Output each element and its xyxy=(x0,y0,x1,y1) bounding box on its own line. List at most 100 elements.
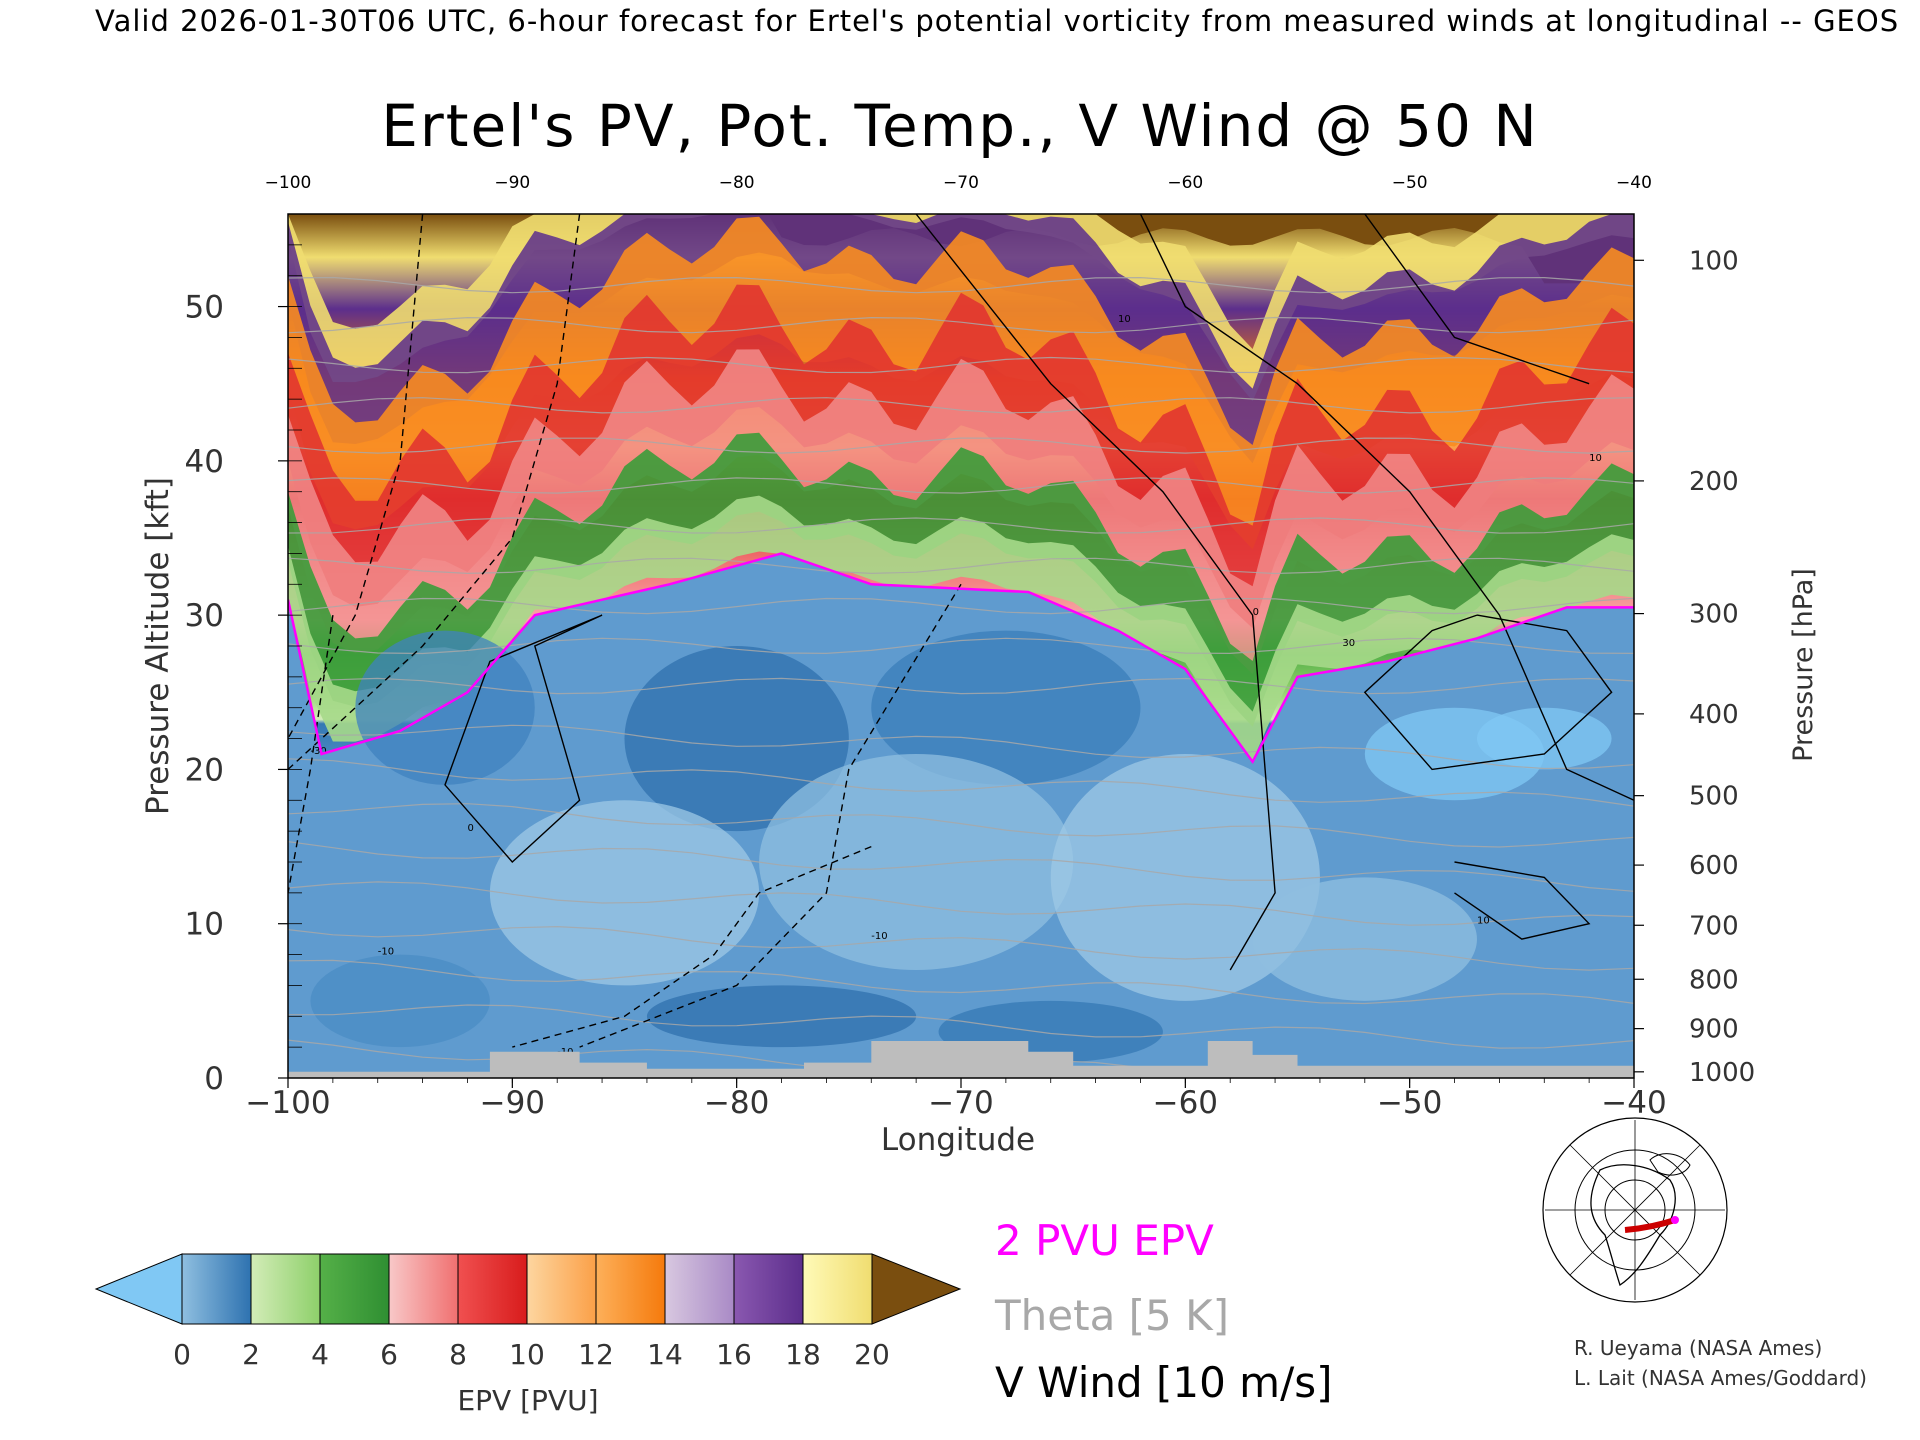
y-tick-label: 40 xyxy=(185,444,224,480)
colorbar-tick-label: 12 xyxy=(578,1338,614,1371)
x-top-tick-label: −60 xyxy=(1167,173,1203,193)
x-top-tick-label: −70 xyxy=(943,173,979,193)
y-tick-label: 20 xyxy=(185,752,224,788)
pressure-tick-label: 100 xyxy=(1689,246,1739,276)
y-tick-label: 10 xyxy=(185,907,224,943)
x-tick-label: −90 xyxy=(480,1085,545,1121)
theta-contour xyxy=(288,557,1634,575)
colorbar-band xyxy=(457,1253,528,1325)
epv-patch xyxy=(646,985,917,1048)
colorbar-tick-label: 2 xyxy=(242,1338,260,1371)
pressure-tick-label: 300 xyxy=(1689,600,1739,630)
v-wind-contour xyxy=(288,214,424,739)
legend-theta: Theta [5 K] xyxy=(994,1291,1229,1340)
colorbar-tick-label: 8 xyxy=(449,1338,467,1371)
theta-contour xyxy=(288,925,1634,971)
colorbar-over-arrow xyxy=(871,1253,962,1325)
colorbar-tick-label: 4 xyxy=(311,1338,329,1371)
terrain-mask xyxy=(288,1041,1634,1078)
pressure-tick-label: 800 xyxy=(1689,965,1739,995)
theta-contour xyxy=(288,316,1634,334)
colorbar-band xyxy=(388,1253,459,1325)
v-wind-label: 10 xyxy=(1589,453,1602,464)
x-top-tick-label: −100 xyxy=(265,173,312,193)
pvu2-tropopause-line xyxy=(288,552,1634,765)
colorbar-band xyxy=(595,1253,666,1325)
v-wind-label: 10 xyxy=(1477,916,1490,927)
colorbar-tick-label: 6 xyxy=(380,1338,398,1371)
v-wind-label: 0 xyxy=(1253,607,1259,618)
theta-contour xyxy=(288,724,1634,770)
v-wind-label: -10 xyxy=(871,931,887,942)
x-tick-label: −60 xyxy=(1153,1085,1218,1121)
v-wind-label: -10 xyxy=(378,947,394,958)
colorbar-band xyxy=(664,1253,735,1325)
pressure-tick-label: 900 xyxy=(1689,1015,1739,1045)
theta-contour xyxy=(288,397,1634,414)
valid-time-header: Valid 2026-01-30T06 UTC, 6-hour forecast… xyxy=(95,4,1900,38)
theta-contour xyxy=(288,477,1634,494)
x-tick-label: −70 xyxy=(928,1085,993,1121)
colorbar-tick-label: 10 xyxy=(509,1338,545,1371)
colorbar-tick-label: 20 xyxy=(854,1338,890,1371)
y-tick-label: 50 xyxy=(185,290,224,326)
v-wind-contour xyxy=(288,214,581,770)
epv-patch xyxy=(759,754,1074,970)
pressure-tick-label: 500 xyxy=(1689,782,1739,812)
x-tick-label: −80 xyxy=(704,1085,769,1121)
x-tick-label: −50 xyxy=(1377,1085,1442,1121)
y-axis-label: Pressure Altitude [kft] xyxy=(140,477,176,815)
epv-patch xyxy=(355,630,535,785)
x-tick-label: −40 xyxy=(1601,1085,1666,1121)
theta-contour xyxy=(288,637,1634,655)
pressure-axis: 100 200 300 400 500 600 700 800 900 1000 xyxy=(1634,246,1755,1088)
v-wind-label: -30 xyxy=(310,746,326,757)
colorbar-band xyxy=(181,1253,252,1325)
colorbar-tick-label: 18 xyxy=(785,1338,821,1371)
colorbar-tick-label: 14 xyxy=(647,1338,683,1371)
x-top-tick-label: −40 xyxy=(1616,173,1652,193)
colorbar-band xyxy=(733,1253,804,1325)
theta-contour xyxy=(288,841,1634,892)
colorbar-tick-label: 0 xyxy=(173,1338,191,1371)
epv-patch xyxy=(310,954,490,1048)
epv-patch xyxy=(489,800,760,986)
epv-patch xyxy=(871,630,1141,785)
x-top-tick-label: −50 xyxy=(1392,173,1428,193)
theta-contour xyxy=(288,1004,1634,1049)
theta-contour xyxy=(288,517,1634,534)
v-wind-contour xyxy=(1363,614,1613,771)
v-wind-contour xyxy=(1139,214,1634,801)
colorbar-tick-label: 16 xyxy=(716,1338,752,1371)
epv-colorbar: 0 2 4 6 8 10 12 14 16 18 20 xyxy=(94,1253,962,1371)
chart-title: Ertel's PV, Pot. Temp., V Wind @ 50 N xyxy=(381,92,1539,160)
v-wind-contour xyxy=(288,614,334,894)
y-tick-label: 0 xyxy=(204,1061,224,1097)
y-tick-label: 30 xyxy=(185,598,224,634)
theta-contour xyxy=(288,677,1634,695)
epv-patch xyxy=(624,646,849,832)
colorbar-band xyxy=(250,1253,321,1325)
colorbar-band xyxy=(319,1253,390,1325)
epv-patch xyxy=(1252,877,1477,1001)
pressure-tick-label: 200 xyxy=(1689,467,1739,497)
colorbar-label: EPV [PVU] xyxy=(457,1384,598,1417)
x-axis-top: −100 −90 −80 −70 −60 −50 −40 xyxy=(265,173,1652,193)
colorbar-band xyxy=(526,1253,597,1325)
pressure-tick-label: 1000 xyxy=(1689,1058,1755,1088)
credit-line-1: R. Ueyama (NASA Ames) xyxy=(1574,1336,1822,1360)
credit-line-2: L. Lait (NASA Ames/Goddard) xyxy=(1574,1366,1867,1390)
v-wind-contour xyxy=(915,214,1276,971)
v-wind-contour xyxy=(1364,214,1590,385)
legend-2pvu: 2 PVU EPV xyxy=(995,1216,1214,1265)
pressure-tick-label: 600 xyxy=(1689,851,1739,881)
colorbar-under-arrow xyxy=(94,1253,183,1325)
v-wind-label: 10 xyxy=(1118,314,1131,325)
v-wind-contour xyxy=(579,583,962,1048)
v-wind-contour xyxy=(444,614,603,864)
x-top-tick-label: −90 xyxy=(494,173,530,193)
theta-contour xyxy=(288,597,1634,615)
theta-contour xyxy=(288,437,1634,454)
